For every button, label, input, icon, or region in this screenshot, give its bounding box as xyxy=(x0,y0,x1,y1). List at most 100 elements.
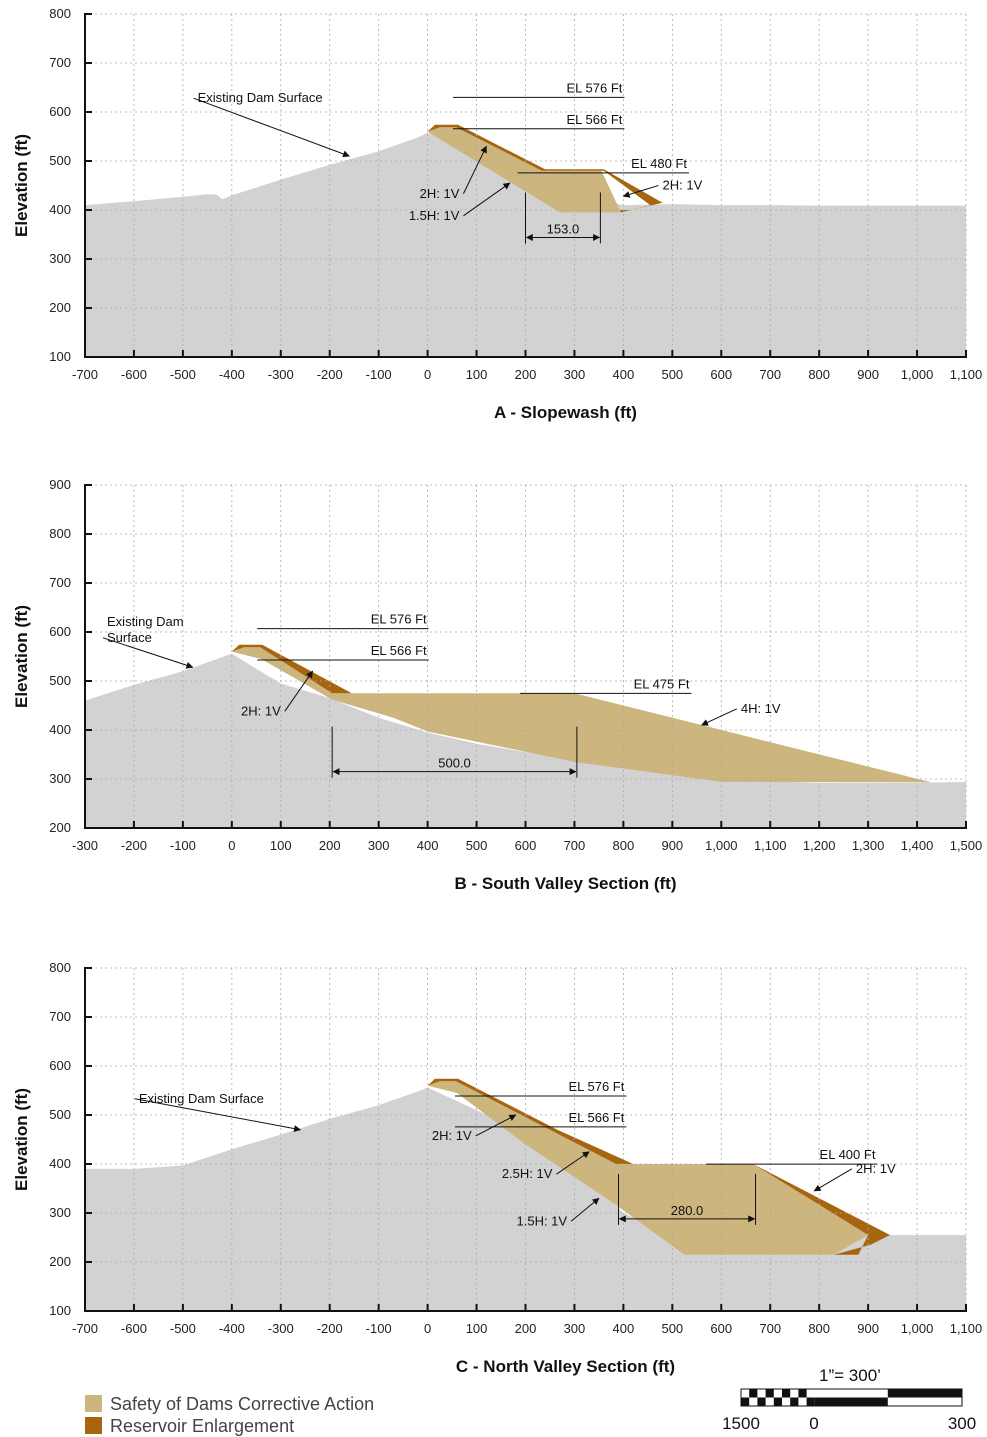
annotation-arrow xyxy=(102,637,194,669)
x-tick-label: 0 xyxy=(228,838,235,853)
x-tick-label: 700 xyxy=(759,1321,781,1336)
x-tick-label: -300 xyxy=(268,1321,294,1336)
annotation-label: Existing Dam xyxy=(107,614,184,629)
y-tick-label: 300 xyxy=(49,771,71,786)
x-tick-label: 700 xyxy=(564,838,586,853)
x-tick-label: 400 xyxy=(613,367,635,382)
x-tick-label: 1,000 xyxy=(901,367,934,382)
x-tick-label: -500 xyxy=(170,1321,196,1336)
scale-checker xyxy=(790,1397,799,1406)
x-tick-label: 600 xyxy=(710,1321,732,1336)
x-tick-label: 900 xyxy=(661,838,683,853)
x-tick-label: 400 xyxy=(613,1321,635,1336)
annotation-arrow xyxy=(813,1168,853,1192)
x-tick-label: 0 xyxy=(424,367,431,382)
x-tick-label: 1,100 xyxy=(950,367,983,382)
scale-checker xyxy=(765,1389,774,1398)
legend: Safety of Dams Corrective ActionReservoi… xyxy=(85,1394,374,1436)
y-tick-label: 100 xyxy=(49,1303,71,1318)
annotation-label: EL 480 Ft xyxy=(631,156,687,171)
y-tick-label: 600 xyxy=(49,104,71,119)
annotation-label: EL 566 Ft xyxy=(371,643,427,658)
corrective-action-fill xyxy=(427,127,621,213)
annotation-arrow xyxy=(193,97,350,158)
y-tick-label: 700 xyxy=(49,1009,71,1024)
x-tick-label: 300 xyxy=(368,838,390,853)
x-tick-label: -200 xyxy=(121,838,147,853)
x-tick-label: 100 xyxy=(466,1321,488,1336)
annotation-label: EL 576 Ft xyxy=(371,612,427,627)
x-tick-label: 900 xyxy=(857,1321,879,1336)
y-tick-label: 600 xyxy=(49,624,71,639)
y-tick-label: 700 xyxy=(49,55,71,70)
y-tick-label: 400 xyxy=(49,1156,71,1171)
x-tick-label: 200 xyxy=(515,367,537,382)
annotation-label: EL 576 Ft xyxy=(568,1079,624,1094)
scale-checker xyxy=(757,1397,766,1406)
annotation-label: Existing Dam Surface xyxy=(198,90,323,105)
x-tick-label: -100 xyxy=(170,838,196,853)
annotation-arrow xyxy=(622,184,659,198)
annotation-arrow xyxy=(556,1151,590,1175)
x-tick-label: 500 xyxy=(661,1321,683,1336)
scale-label: 300 xyxy=(948,1414,976,1433)
y-tick-label: 200 xyxy=(49,300,71,315)
scale-block xyxy=(814,1397,888,1406)
scale-label: 1500 xyxy=(722,1414,760,1433)
x-tick-label: -100 xyxy=(366,367,392,382)
x-tick-label: 200 xyxy=(515,1321,537,1336)
dimension-label: 153.0 xyxy=(547,221,580,236)
scale-checker xyxy=(782,1389,791,1398)
scale-label: 0 xyxy=(809,1414,818,1433)
annotation-label: Surface xyxy=(107,630,152,645)
x-tick-label: 500 xyxy=(466,838,488,853)
x-tick-label: 1,400 xyxy=(901,838,934,853)
annotation-label: Existing Dam Surface xyxy=(139,1091,264,1106)
x-tick-label: 1,300 xyxy=(852,838,885,853)
x-tick-label: 1,500 xyxy=(950,838,983,853)
x-tick-label: -400 xyxy=(219,1321,245,1336)
y-tick-label: 200 xyxy=(49,820,71,835)
annotation-label: EL 475 Ft xyxy=(634,676,690,691)
x-tick-label: 400 xyxy=(417,838,439,853)
scale-checker xyxy=(806,1397,815,1406)
scale-ratio: 1”= 300’ xyxy=(819,1366,881,1385)
reservoir-enlargement-fill xyxy=(427,1078,891,1255)
x-tick-label: 1,000 xyxy=(901,1321,934,1336)
annotation-label: EL 400 Ft xyxy=(820,1147,876,1162)
annotation-label: 2H: 1V xyxy=(241,703,281,718)
x-tick-label: 300 xyxy=(564,367,586,382)
scale-checker xyxy=(749,1389,758,1398)
x-tick-label: 700 xyxy=(759,367,781,382)
x-tick-label: 900 xyxy=(857,367,879,382)
x-tick-label: 200 xyxy=(319,838,341,853)
x-tick-label: -500 xyxy=(170,367,196,382)
annotation-arrow xyxy=(462,145,487,194)
x-tick-label: 800 xyxy=(808,1321,830,1336)
y-tick-label: 900 xyxy=(49,477,71,492)
section-panel-1: 100 200 300 400 500 600 700 800 -700 -600 -500 -400… xyxy=(12,6,982,422)
annotation-label: 4H: 1V xyxy=(741,701,781,716)
x-tick-label: -400 xyxy=(219,367,245,382)
annotation-arrow xyxy=(284,670,314,712)
x-tick-label: -300 xyxy=(72,838,98,853)
y-tick-label: 400 xyxy=(49,722,71,737)
x-tick-label: 500 xyxy=(661,367,683,382)
existing-ground xyxy=(85,653,966,828)
x-tick-label: 100 xyxy=(466,367,488,382)
x-axis-title: A - Slopewash (ft) xyxy=(494,403,637,422)
scale-block xyxy=(887,1389,962,1398)
y-tick-label: 800 xyxy=(49,526,71,541)
x-tick-label: 0 xyxy=(424,1321,431,1336)
x-tick-label: -600 xyxy=(121,1321,147,1336)
x-tick-label: -700 xyxy=(72,367,98,382)
legend-label: Reservoir Enlargement xyxy=(110,1416,294,1436)
y-tick-label: 800 xyxy=(49,960,71,975)
annotation-arrow xyxy=(475,1114,517,1137)
x-tick-label: -200 xyxy=(317,1321,343,1336)
y-tick-label: 400 xyxy=(49,202,71,217)
y-tick-label: 100 xyxy=(49,349,71,364)
legend-swatch xyxy=(85,1395,102,1412)
y-tick-label: 800 xyxy=(49,6,71,21)
